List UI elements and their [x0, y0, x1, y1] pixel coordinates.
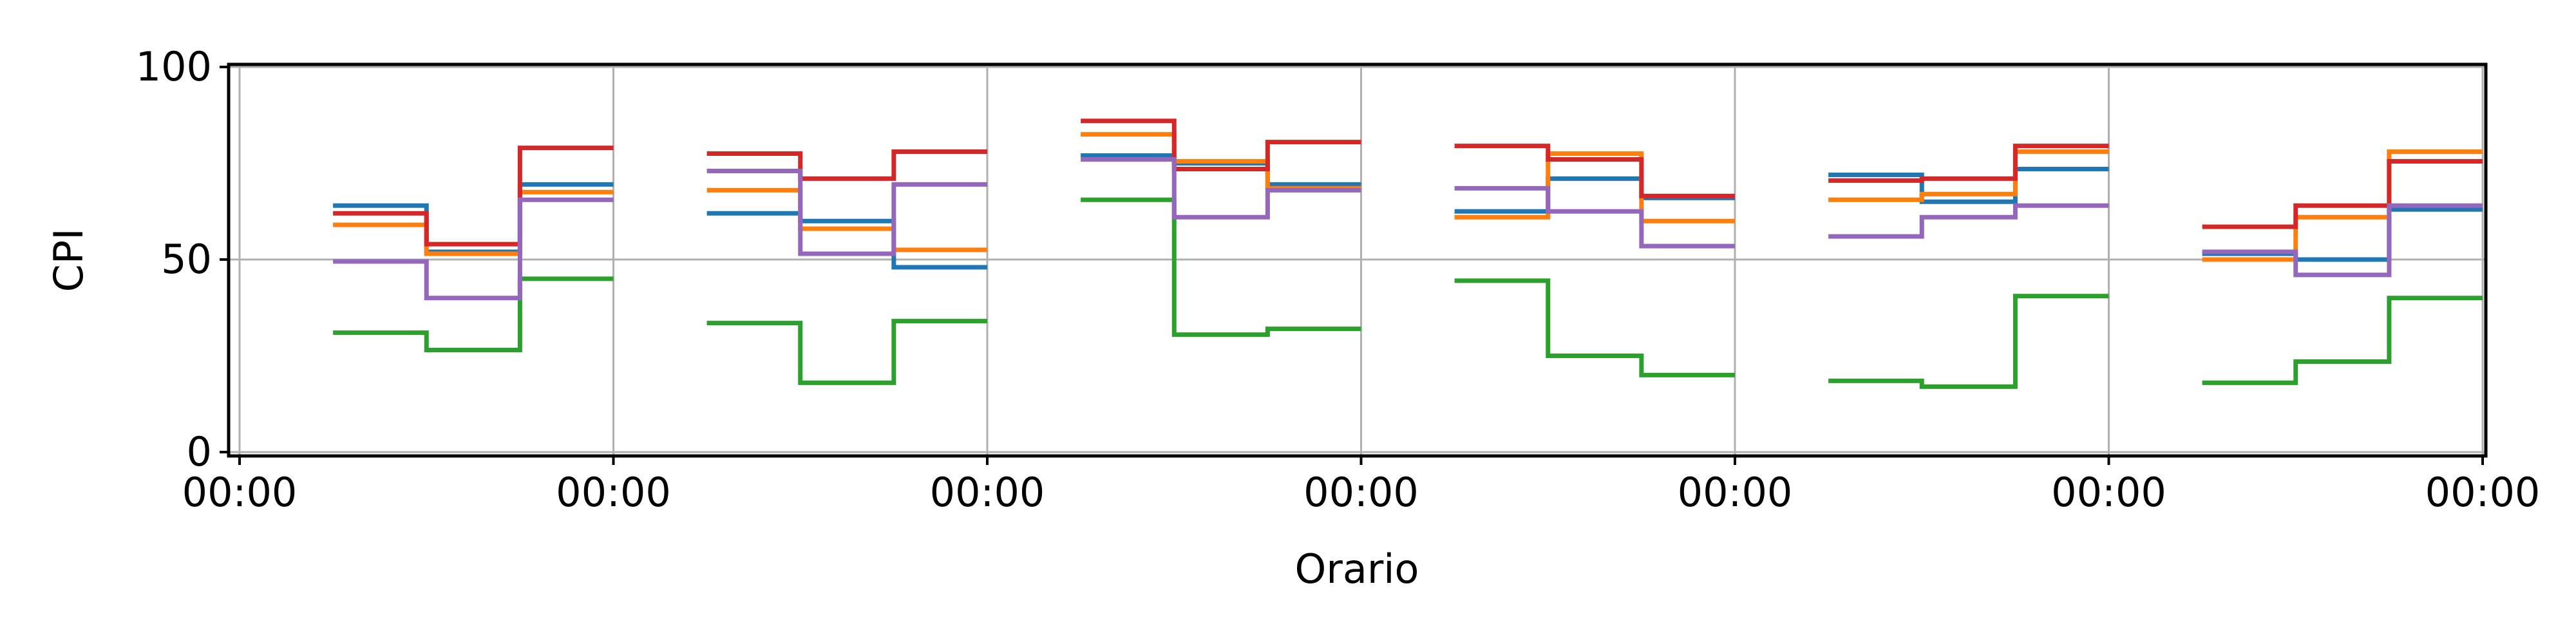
x-axis-label: Orario	[1295, 545, 1419, 592]
series-step-line	[706, 168, 987, 256]
series-step-line	[333, 197, 614, 301]
series-step-line	[706, 319, 987, 385]
y-tick-label: 100	[136, 43, 212, 90]
x-tick-label: 00:00	[930, 469, 1045, 516]
segment-5	[1828, 144, 2109, 389]
segment-6	[2202, 149, 2483, 385]
x-tick-label: 00:00	[1678, 469, 1793, 516]
series-step-line	[1454, 144, 1735, 198]
segment-2	[706, 149, 987, 385]
series-step-line	[1828, 294, 2109, 389]
series-step-line	[2202, 296, 2483, 385]
y-axis-label: CPI	[45, 229, 92, 292]
series-step-line	[333, 146, 614, 247]
series-step-line	[1081, 157, 1361, 220]
series-step-line	[333, 189, 614, 256]
series-step-line	[333, 276, 614, 353]
series-step-line	[1828, 203, 2109, 239]
segment-4	[1454, 144, 1735, 377]
grid-lines	[229, 64, 2486, 456]
series-step-line	[1828, 149, 2109, 202]
series-step-line	[1081, 197, 1361, 337]
axis-ticks: 00:00 00:00 00:00 00:00 00:00 00:00 00:0005010…	[136, 43, 2541, 516]
series-step-line	[706, 149, 987, 181]
series-step-line	[1081, 118, 1361, 171]
x-tick-label: 00:00	[2051, 469, 2166, 516]
x-tick-label: 00:00	[182, 469, 298, 516]
series-step-line	[1828, 144, 2109, 183]
series-step-line	[2202, 149, 2483, 262]
series-step-line	[1454, 151, 1735, 223]
series-step-line	[2202, 203, 2483, 278]
series-step-line	[1828, 166, 2109, 204]
series-step-line	[706, 187, 987, 252]
series-step-line	[706, 211, 987, 270]
x-tick-label: 00:00	[556, 469, 671, 516]
segment-3	[1081, 118, 1361, 337]
series-step-line	[1454, 185, 1735, 249]
x-tick-label: 00:00	[2425, 469, 2541, 516]
x-tick-label: 00:00	[1303, 469, 1419, 516]
y-tick-label: 0	[187, 428, 212, 475]
segment-1	[333, 146, 614, 353]
series-step-line	[2202, 159, 2483, 229]
y-tick-label: 50	[161, 236, 212, 283]
plot-series	[333, 118, 2483, 389]
series-step-line	[1454, 278, 1735, 377]
